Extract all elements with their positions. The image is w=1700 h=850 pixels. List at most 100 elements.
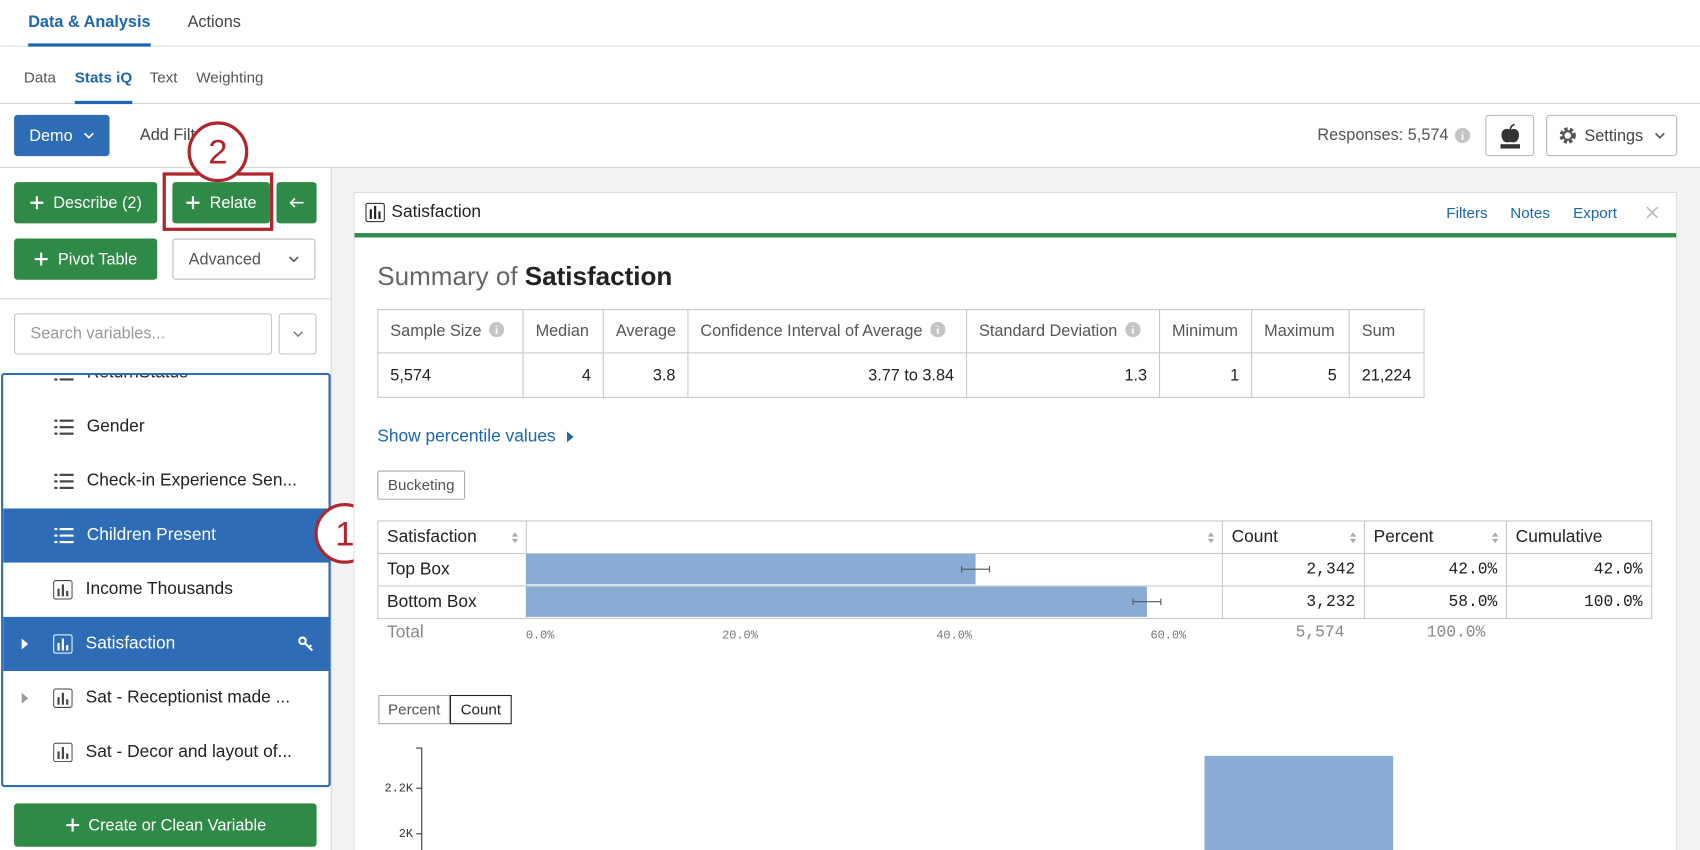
icon-part <box>378 211 381 220</box>
sort-icon <box>1207 532 1215 544</box>
bucket-cell: 58.0% <box>1363 585 1508 620</box>
percentile-link[interactable]: Show percentile values <box>377 427 574 447</box>
variable-row[interactable]: ReturnStatus <box>3 373 329 401</box>
variable-row[interactable]: Income Thousands <box>3 562 329 617</box>
info-glyph <box>1124 321 1141 337</box>
collapse-button[interactable] <box>276 182 317 224</box>
variable-row[interactable]: Sat - Receptionist made ... <box>3 671 329 726</box>
header-cell: Sample Size <box>377 308 524 354</box>
icon-part <box>288 197 304 208</box>
variable-name: Sat - Receptionist made ... <box>85 688 291 707</box>
variable-row[interactable]: Satisfaction <box>3 616 329 672</box>
icon-part <box>57 697 60 705</box>
header-cell: Percent <box>1363 520 1508 555</box>
icon-part <box>57 584 69 597</box>
bar-icon <box>53 688 73 708</box>
guide-button[interactable] <box>1485 114 1535 157</box>
icon-part <box>57 588 60 597</box>
icon-part <box>1491 532 1499 544</box>
icon-part <box>66 753 69 759</box>
relate-button-label: Relate <box>209 193 257 212</box>
sub-tab[interactable]: Text <box>149 68 178 86</box>
sub-tab[interactable]: Data <box>23 68 56 86</box>
create-variable-button[interactable]: Create or Clean Variable <box>14 803 317 847</box>
x-tick-label: 0.0% <box>526 628 555 642</box>
icon-part <box>288 256 299 263</box>
search-options[interactable] <box>278 313 317 355</box>
relate-button[interactable]: Relate <box>172 182 270 224</box>
icon-part <box>54 373 74 381</box>
plus-icon <box>30 196 44 210</box>
info-glyph <box>489 321 505 337</box>
sort-icon <box>1349 532 1357 544</box>
caret <box>566 431 574 443</box>
icon-part <box>59 378 74 381</box>
icon-part <box>66 645 69 651</box>
nav-tab[interactable]: Actions <box>187 13 241 32</box>
icon-part <box>54 419 74 435</box>
icon-part <box>30 196 44 210</box>
icon-part <box>59 534 74 537</box>
icon-part <box>65 818 79 832</box>
variable-row[interactable]: Children Present <box>3 508 329 563</box>
icon-part <box>54 419 58 422</box>
value-row: 5,574 4 3.8 3.77 to 3.84 1.3 1 5 21,224 <box>377 352 1425 398</box>
value-cell: 3.77 to 3.84 <box>687 352 968 398</box>
header-text: Sample Size <box>390 321 482 340</box>
bar <box>1204 755 1394 850</box>
divider <box>354 233 1677 238</box>
dataset-button[interactable]: Demo <box>14 114 110 157</box>
pivot-table-button[interactable]: Pivot Table <box>14 238 158 280</box>
value-cell: 4 <box>522 352 604 398</box>
key-icon <box>298 636 314 652</box>
icon-part <box>21 692 29 704</box>
header-cell: Count <box>1221 520 1365 555</box>
icon-part <box>54 527 74 544</box>
icon-part <box>59 432 74 435</box>
variable-row[interactable]: Check-in Experience Sen... <box>3 454 329 509</box>
icon-part <box>61 747 64 759</box>
header-text: Median <box>535 322 589 341</box>
sub-tab[interactable]: Stats iQ <box>74 47 133 105</box>
info-glyph <box>930 321 946 337</box>
value-cell: 5,574 <box>377 352 524 398</box>
variable-name: Income Thousands <box>85 580 233 599</box>
info-glyph <box>1454 127 1471 144</box>
icon-part <box>57 751 60 759</box>
variable-row[interactable]: Sat - Decor and layout of... <box>3 725 329 780</box>
close-button[interactable] <box>1645 205 1660 220</box>
icon-part <box>53 742 73 763</box>
percent-toggle[interactable]: Percent <box>378 694 450 725</box>
icon-part <box>292 331 303 338</box>
bucket-cell: 100.0% <box>1505 585 1653 620</box>
icon-part <box>54 426 58 429</box>
bucket-cell: 42.0% <box>1505 552 1653 587</box>
count-toggle[interactable]: Count <box>449 694 512 725</box>
describe-button[interactable]: Describe (2) <box>14 182 158 224</box>
chevron <box>292 331 303 338</box>
error-bar <box>961 565 991 573</box>
nav-tab[interactable]: Data & Analysis <box>28 0 151 47</box>
chevron <box>83 132 94 139</box>
sub-tab[interactable]: Weighting <box>196 68 264 86</box>
settings-button[interactable]: Settings <box>1546 114 1678 157</box>
list-icon <box>54 373 74 381</box>
summary-table: Sample Size Median Average Confidence Inter… <box>377 308 1425 398</box>
icon-part <box>54 534 58 537</box>
icon-part <box>54 373 57 374</box>
panel-action[interactable]: Filters <box>1446 203 1488 222</box>
variable-row[interactable]: Gender <box>3 400 329 455</box>
icon-part <box>374 205 377 220</box>
bucketing-button[interactable]: Bucketing <box>377 470 466 500</box>
icon-part <box>59 426 74 429</box>
y-tick-label: 2.2K <box>384 781 413 795</box>
panel-action[interactable]: Export <box>1573 203 1618 222</box>
variable-name: Gender <box>86 417 145 436</box>
search-input[interactable]: Search variables... <box>14 313 273 355</box>
icon-part <box>1508 123 1515 131</box>
panel-action[interactable]: Notes <box>1510 203 1550 222</box>
value-cell: 1 <box>1158 352 1253 398</box>
advanced-dropdown[interactable]: Advanced <box>172 238 316 280</box>
icon-part <box>57 692 69 705</box>
summary-variable: Satisfaction <box>524 262 673 292</box>
